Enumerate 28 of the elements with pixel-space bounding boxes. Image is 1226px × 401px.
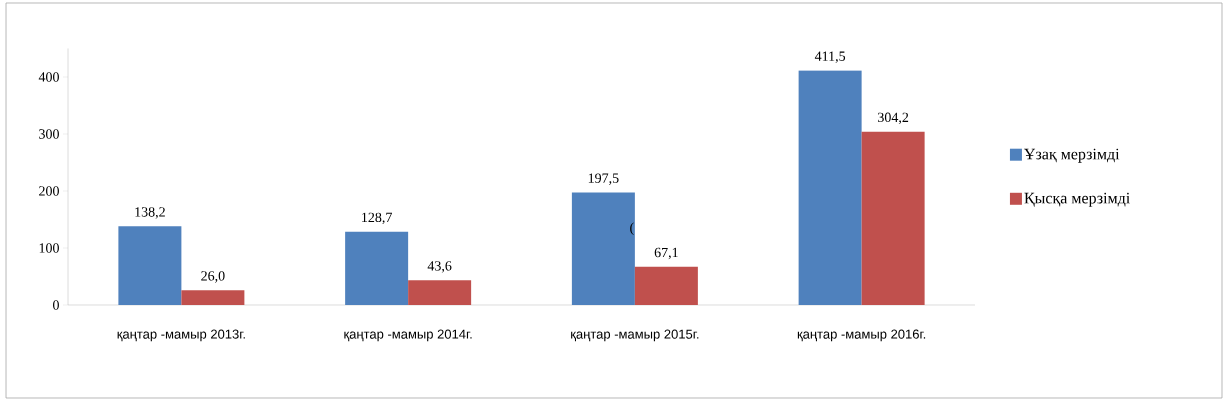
- bar: [861, 131, 925, 305]
- bar: [118, 226, 182, 305]
- y-tick-label: 200: [39, 186, 59, 196]
- bar: [181, 290, 245, 305]
- x-tick-label: қаңтар -мамыр 2013г.: [117, 329, 245, 342]
- y-tick-label: 300: [39, 129, 59, 139]
- legend-label: Қысқа мерзімді: [1024, 192, 1130, 207]
- data-label: 128,7: [362, 212, 392, 225]
- x-tick-label: қаңтар -мамыр 2014г.: [344, 329, 472, 342]
- legend-label: Ұзақ мерзімді: [1024, 148, 1120, 163]
- y-tick-label: 100: [39, 243, 59, 253]
- data-label: 67,1: [654, 247, 678, 260]
- data-label: 138,2: [135, 207, 165, 219]
- data-label: 26,0: [201, 271, 225, 283]
- bar: [571, 192, 635, 305]
- bar: [408, 280, 472, 305]
- bar: [345, 231, 409, 305]
- x-tick-label: қаңтар -мамыр 2015г.: [571, 329, 699, 342]
- data-label: 197,5: [588, 173, 619, 185]
- data-label: 43,6: [427, 261, 452, 273]
- annotation: (: [630, 222, 634, 236]
- bar: [634, 266, 698, 305]
- bar: [798, 70, 862, 305]
- y-tick-label: 400: [38, 72, 59, 82]
- x-tick-label: қаңтар -мамыр 2016г.: [797, 329, 926, 342]
- y-tick-label: 0: [53, 300, 59, 310]
- data-label: 411,5: [814, 51, 846, 63]
- data-label: 304,2: [878, 112, 909, 125]
